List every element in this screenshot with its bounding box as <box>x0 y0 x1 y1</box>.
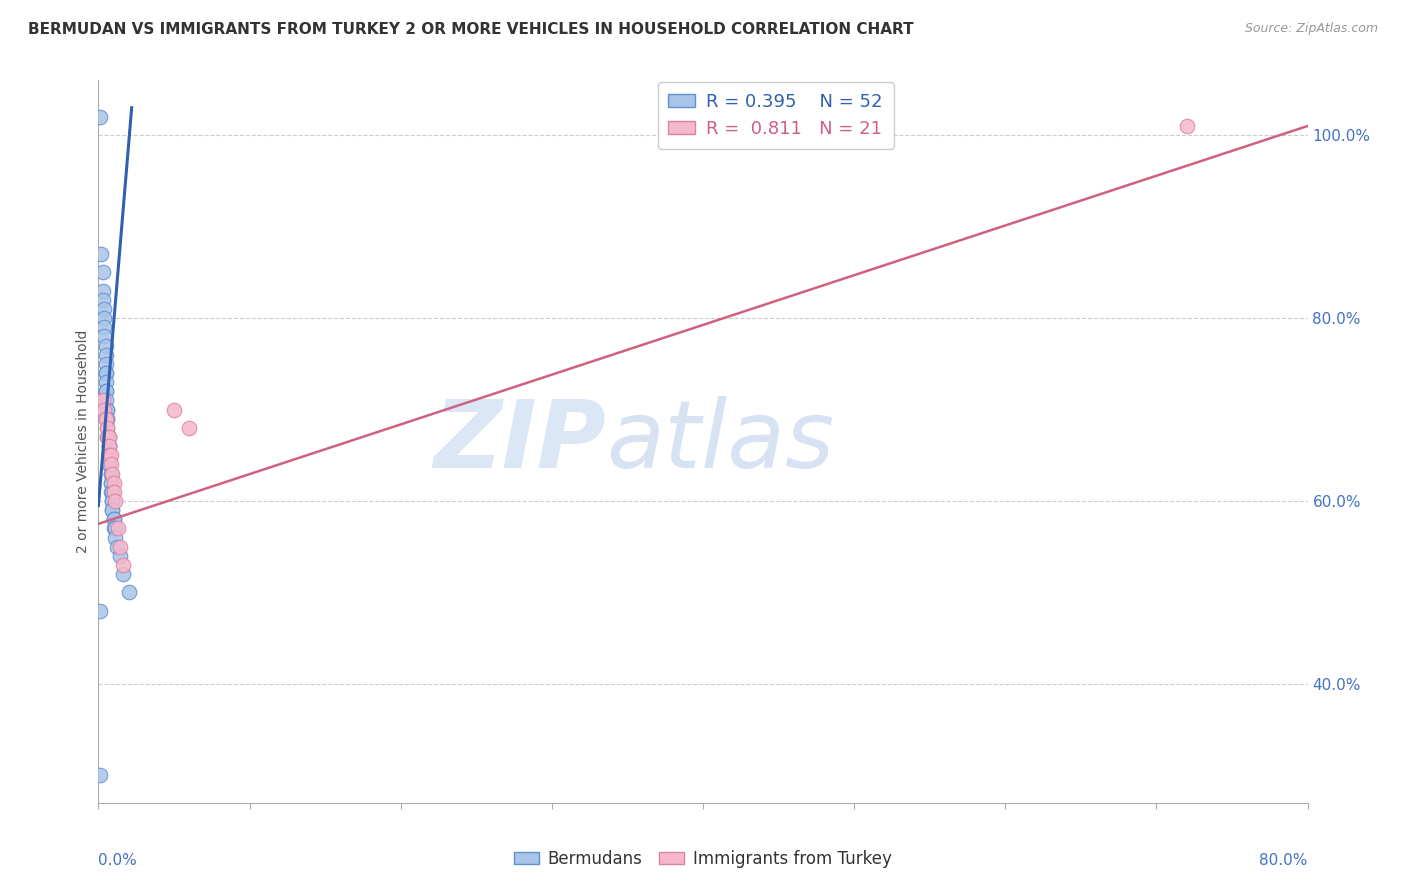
Point <box>101 494 124 508</box>
Point <box>104 494 127 508</box>
Point <box>101 484 124 499</box>
Point <box>163 402 186 417</box>
Point <box>94 348 117 362</box>
Point <box>101 494 124 508</box>
Point <box>98 439 121 453</box>
Point <box>107 521 129 535</box>
Point <box>98 458 121 472</box>
Point <box>94 393 117 408</box>
Point <box>89 110 111 124</box>
Point <box>100 475 122 490</box>
Point <box>103 484 125 499</box>
Point <box>101 467 124 481</box>
Point <box>96 402 118 417</box>
Point <box>93 320 115 334</box>
Point <box>96 430 118 444</box>
Point <box>89 604 111 618</box>
Point <box>98 430 121 444</box>
Point <box>94 366 117 380</box>
Point <box>96 421 118 435</box>
Point <box>89 768 111 782</box>
Point <box>96 430 118 444</box>
Point <box>94 366 117 380</box>
Point <box>108 540 131 554</box>
Point <box>111 567 134 582</box>
Point <box>98 448 121 462</box>
Point <box>98 448 121 462</box>
Point <box>93 311 115 326</box>
Point <box>91 393 114 408</box>
Point <box>94 384 117 399</box>
Text: 80.0%: 80.0% <box>1260 854 1308 869</box>
Text: Source: ZipAtlas.com: Source: ZipAtlas.com <box>1244 22 1378 36</box>
Legend: Bermudans, Immigrants from Turkey: Bermudans, Immigrants from Turkey <box>508 844 898 875</box>
Point <box>93 402 115 417</box>
Point <box>93 301 115 316</box>
Point <box>94 411 117 425</box>
Point <box>108 549 131 563</box>
Point <box>179 421 201 435</box>
Point <box>98 458 121 472</box>
Point <box>100 448 122 462</box>
Point <box>100 484 122 499</box>
Point <box>91 265 114 279</box>
Point <box>98 439 121 453</box>
Text: atlas: atlas <box>606 396 835 487</box>
Point <box>94 411 117 425</box>
Point <box>1175 119 1198 133</box>
Point <box>98 439 121 453</box>
Point <box>101 503 124 517</box>
Point <box>98 448 121 462</box>
Point <box>105 540 128 554</box>
Point <box>98 430 121 444</box>
Text: BERMUDAN VS IMMIGRANTS FROM TURKEY 2 OR MORE VEHICLES IN HOUSEHOLD CORRELATION C: BERMUDAN VS IMMIGRANTS FROM TURKEY 2 OR … <box>28 22 914 37</box>
Point <box>96 411 118 425</box>
Point <box>100 475 122 490</box>
Point <box>103 521 125 535</box>
Point <box>111 558 134 572</box>
Point <box>100 467 122 481</box>
Point <box>91 284 114 298</box>
Point <box>94 357 117 371</box>
Point <box>96 411 118 425</box>
Point <box>94 384 117 399</box>
Point <box>96 421 118 435</box>
Point <box>104 531 127 545</box>
Point <box>100 458 122 472</box>
Point <box>101 503 124 517</box>
Point <box>90 247 112 261</box>
Point <box>91 293 114 307</box>
Legend: R = 0.395    N = 52, R =  0.811   N = 21: R = 0.395 N = 52, R = 0.811 N = 21 <box>658 82 894 149</box>
Point <box>103 512 125 526</box>
Point <box>103 512 125 526</box>
Text: ZIP: ZIP <box>433 395 606 488</box>
Point <box>104 521 127 535</box>
Point <box>118 585 141 599</box>
Point <box>96 402 118 417</box>
Text: 0.0%: 0.0% <box>98 854 138 869</box>
Point <box>103 475 125 490</box>
Point <box>94 338 117 352</box>
Y-axis label: 2 or more Vehicles in Household: 2 or more Vehicles in Household <box>76 330 90 553</box>
Point <box>93 329 115 343</box>
Point <box>100 467 122 481</box>
Point <box>94 375 117 389</box>
